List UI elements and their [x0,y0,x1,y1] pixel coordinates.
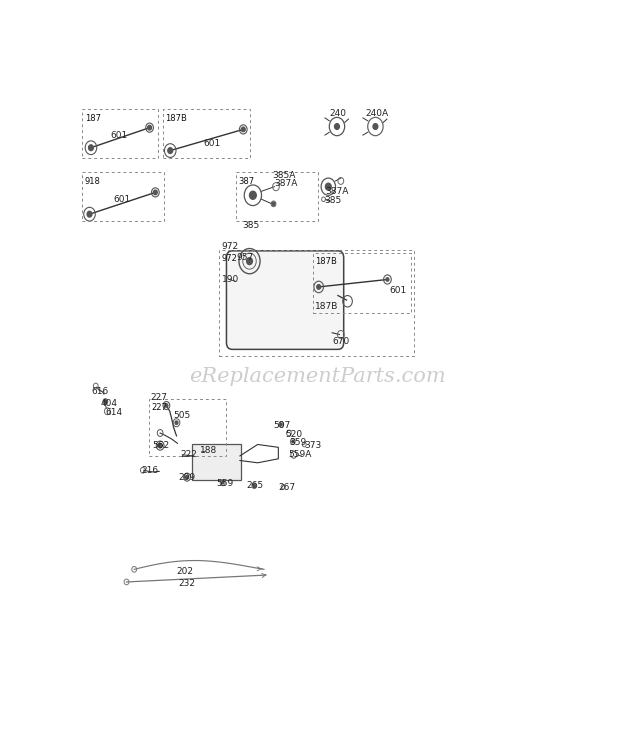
Circle shape [326,183,331,190]
Text: eReplacementParts.com: eReplacementParts.com [190,368,446,386]
Circle shape [292,440,294,443]
Text: 359: 359 [289,438,306,447]
Circle shape [148,126,151,130]
Text: 616: 616 [91,388,108,397]
Text: 520: 520 [285,429,302,439]
Circle shape [168,148,172,153]
Text: 559: 559 [216,479,233,488]
Text: 404: 404 [100,399,118,408]
Text: 267: 267 [278,483,296,492]
Text: 387: 387 [239,177,255,186]
Text: 222: 222 [181,450,198,459]
Text: 373: 373 [304,441,322,450]
Text: 601: 601 [113,195,131,204]
Text: 385A: 385A [272,170,296,180]
Bar [236,173,317,221]
Text: 187B: 187B [316,303,339,312]
Bar [163,109,250,158]
Text: 601: 601 [110,131,128,140]
Circle shape [249,191,256,199]
Bar [219,250,414,356]
Circle shape [247,257,252,265]
Text: 972: 972 [222,243,239,251]
Circle shape [272,202,275,205]
Text: 227: 227 [151,393,167,402]
Circle shape [158,443,162,448]
Circle shape [104,400,107,403]
Circle shape [317,285,321,289]
FancyBboxPatch shape [226,251,343,350]
Text: 601: 601 [203,139,221,148]
Circle shape [165,404,168,407]
Text: 614: 614 [105,408,123,417]
Bar [82,109,158,158]
Text: 972: 972 [222,254,237,263]
Circle shape [153,190,157,195]
Text: 187: 187 [85,114,100,123]
Text: 507: 507 [273,421,291,430]
Text: 187B: 187B [166,114,187,123]
Circle shape [386,278,389,281]
Text: 265: 265 [247,481,264,490]
Text: 505: 505 [174,411,191,420]
Circle shape [254,484,255,487]
Text: 188: 188 [200,446,217,455]
Text: 190: 190 [222,275,239,284]
Text: 209: 209 [179,473,195,482]
Circle shape [222,481,224,484]
Text: 387A: 387A [326,187,349,196]
Text: 387A: 387A [275,179,298,188]
Circle shape [185,475,188,479]
Text: 385: 385 [242,221,259,230]
Circle shape [280,423,282,426]
Text: 670: 670 [332,337,350,346]
Circle shape [175,421,178,424]
Text: 232: 232 [179,579,195,588]
Text: 957: 957 [236,253,254,262]
Text: 385: 385 [324,196,342,205]
Circle shape [241,127,245,132]
Circle shape [87,211,92,217]
Text: 601: 601 [390,286,407,295]
Text: 187B: 187B [316,257,337,266]
Text: 562: 562 [152,441,169,450]
Text: 216: 216 [141,466,158,475]
Text: 240: 240 [329,109,347,118]
Text: 202: 202 [176,567,193,576]
FancyBboxPatch shape [192,444,241,480]
Circle shape [89,145,94,150]
Circle shape [373,124,378,129]
Text: 240A: 240A [366,109,389,118]
Bar [149,399,226,456]
Circle shape [335,124,339,129]
Text: 559A: 559A [288,450,311,459]
Text: 227: 227 [151,403,167,412]
Bar [82,173,164,221]
Text: 918: 918 [85,177,100,186]
Bar [313,252,412,312]
